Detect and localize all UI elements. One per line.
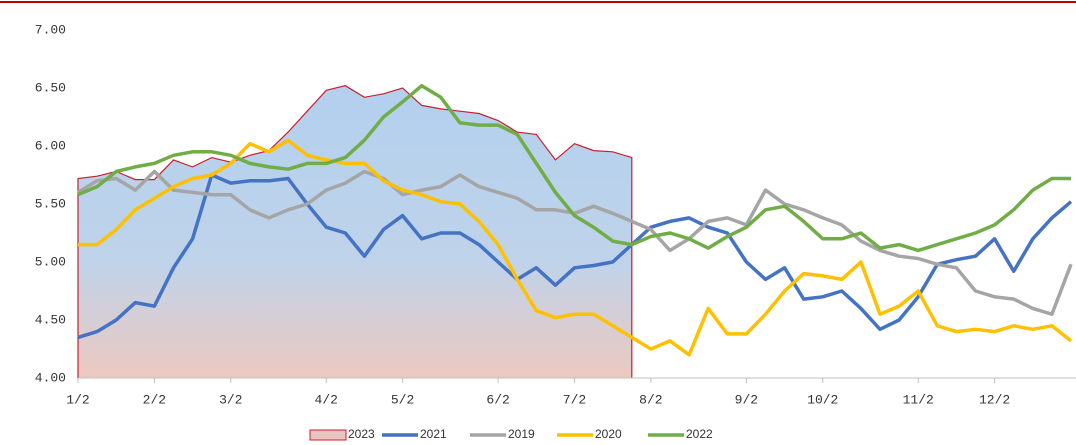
area — [78, 85, 632, 378]
legend-label: 2022 — [686, 427, 713, 441]
legend-label: 2021 — [420, 427, 447, 441]
y-tick-label: 5.50 — [35, 196, 66, 211]
y-tick-label: 7.00 — [35, 22, 66, 37]
x-tick-label: 1/2 — [66, 392, 89, 407]
x-tick-label: 9/2 — [735, 392, 758, 407]
y-tick-label: 4.50 — [35, 312, 66, 327]
y-tick-label: 5.00 — [35, 254, 66, 269]
y-tick-label: 6.00 — [35, 138, 66, 153]
legend-label: 2019 — [508, 427, 535, 441]
x-tick-label: 3/2 — [219, 392, 242, 407]
x-tick-label: 2/2 — [143, 392, 166, 407]
x-tick-label: 5/2 — [391, 392, 414, 407]
legend-label: 2020 — [595, 427, 622, 441]
x-tick-label: 12/2 — [979, 392, 1010, 407]
line — [77, 173, 1073, 340]
x-tick-label: 11/2 — [903, 392, 934, 407]
x-tick-label: 7/2 — [563, 392, 586, 407]
legend-label: 2023 — [348, 427, 375, 441]
line — [77, 83, 1071, 253]
y-tick-label: 4.00 — [35, 370, 66, 385]
x-tick-label: 4/2 — [315, 392, 338, 407]
y-tick-label: 6.50 — [35, 80, 66, 95]
legend-swatch — [309, 429, 347, 441]
x-tick-label: 6/2 — [486, 392, 509, 407]
x-tick-label: 10/2 — [807, 392, 838, 407]
line — [78, 138, 1073, 357]
x-tick-label: 8/2 — [639, 392, 662, 407]
